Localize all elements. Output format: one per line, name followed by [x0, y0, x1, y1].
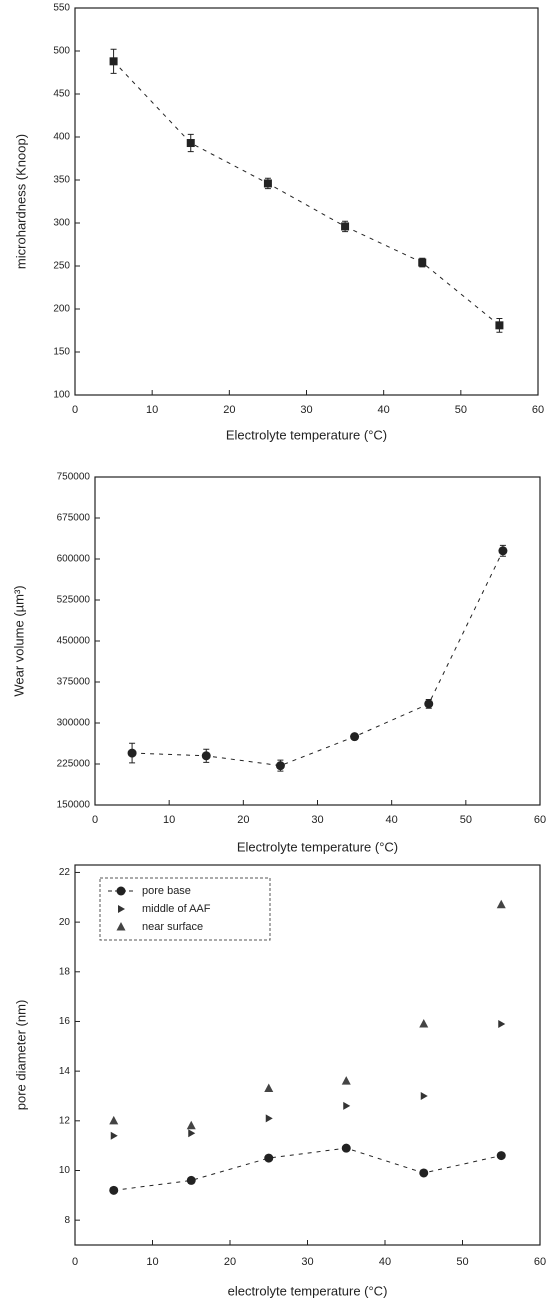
marker: [341, 222, 350, 231]
y-tick-label: 350: [53, 175, 70, 186]
y-tick-label: 675000: [57, 513, 91, 524]
y-tick-label: 8: [64, 1215, 70, 1226]
marker: [419, 1168, 429, 1178]
y-tick-label: 20: [59, 917, 71, 928]
marker: [498, 1019, 506, 1028]
y-tick-label: 150: [53, 347, 70, 358]
legend-marker: [116, 922, 126, 931]
x-tick-label: 10: [146, 404, 158, 416]
marker: [186, 1175, 196, 1185]
legend-box: [99, 877, 271, 941]
marker: [109, 1185, 119, 1195]
plot-frame: [74, 7, 539, 396]
y-tick-label: 200: [53, 304, 70, 315]
marker: [109, 57, 118, 66]
x-tick-label: 50: [455, 404, 467, 416]
marker: [186, 139, 195, 148]
y-tick-label: 12: [59, 1115, 71, 1126]
x-tick-label: 40: [386, 814, 398, 826]
legend-marker: [116, 886, 126, 896]
y-tick-label: 10: [59, 1165, 71, 1176]
x-tick-label: 10: [163, 814, 175, 826]
x-tick-label: 0: [72, 404, 78, 416]
marker: [186, 1120, 196, 1130]
marker: [418, 258, 427, 267]
y-tick-label: 250: [53, 261, 70, 272]
x-tick-label: 60: [534, 1256, 546, 1268]
marker: [341, 1076, 351, 1085]
y-tick-label: 100: [53, 390, 70, 401]
series-line: [132, 550, 504, 767]
marker: [496, 899, 506, 909]
y-tick-label: 550: [53, 3, 70, 14]
x-tick-label: 30: [300, 404, 312, 416]
marker: [127, 748, 137, 758]
marker: [188, 1129, 196, 1138]
marker: [424, 699, 434, 709]
legend-label: pore base: [142, 885, 191, 897]
marker: [498, 546, 508, 556]
y-tick-label: 300000: [57, 718, 91, 729]
y-tick-label: 600000: [57, 554, 91, 565]
y-tick-label: 375000: [57, 677, 91, 688]
x-tick-label: 20: [224, 1256, 236, 1268]
marker: [419, 1018, 429, 1028]
y-axis-label: pore diameter (nm): [13, 1000, 28, 1111]
marker: [496, 1151, 506, 1161]
marker: [350, 732, 360, 742]
plot-frame: [94, 476, 541, 806]
marker: [201, 751, 211, 761]
y-tick-label: 225000: [57, 759, 91, 770]
marker: [495, 321, 504, 330]
x-tick-label: 10: [146, 1256, 158, 1268]
y-tick-label: 300: [53, 218, 70, 229]
marker: [263, 179, 272, 188]
x-axis-label: Electrolyte temperature (°C): [226, 427, 387, 442]
x-tick-label: 0: [72, 1256, 78, 1268]
series-line: [113, 1147, 502, 1191]
y-tick-label: 18: [59, 966, 71, 977]
y-tick-label: 400: [53, 132, 70, 143]
marker: [265, 1114, 273, 1123]
legend-marker: [118, 905, 125, 913]
marker: [420, 1091, 428, 1100]
y-tick-label: 525000: [57, 595, 91, 606]
marker: [341, 1143, 351, 1153]
x-tick-label: 60: [532, 404, 544, 416]
x-tick-label: 30: [301, 1256, 313, 1268]
legend-label: near surface: [142, 921, 203, 933]
x-tick-label: 50: [456, 1256, 468, 1268]
y-axis-label: microhardness (Knoop): [13, 134, 28, 269]
y-tick-label: 16: [59, 1016, 71, 1027]
y-tick-label: 750000: [57, 472, 91, 483]
y-tick-label: 500: [53, 46, 70, 57]
x-tick-label: 40: [379, 1256, 391, 1268]
y-tick-label: 22: [59, 867, 71, 878]
x-tick-label: 20: [223, 404, 235, 416]
y-tick-label: 150000: [57, 800, 91, 811]
marker: [110, 1131, 118, 1140]
x-tick-label: 20: [237, 814, 249, 826]
x-tick-label: 60: [534, 814, 546, 826]
marker: [275, 761, 285, 771]
y-tick-label: 450000: [57, 636, 91, 647]
legend-label: middle of AAF: [142, 903, 211, 915]
x-tick-label: 50: [460, 814, 472, 826]
y-tick-label: 14: [59, 1066, 71, 1077]
marker: [264, 1083, 274, 1093]
marker: [109, 1115, 119, 1125]
y-tick-label: 450: [53, 89, 70, 100]
x-tick-label: 0: [92, 814, 98, 826]
series-line: [113, 60, 500, 326]
x-tick-label: 30: [311, 814, 323, 826]
marker: [343, 1101, 351, 1110]
y-axis-label: Wear volume (µm³): [11, 585, 26, 696]
marker: [264, 1153, 274, 1163]
x-axis-label: electrolyte temperature (°C): [228, 1283, 388, 1298]
x-tick-label: 40: [378, 404, 390, 416]
x-axis-label: Electrolyte temperature (°C): [237, 839, 398, 854]
